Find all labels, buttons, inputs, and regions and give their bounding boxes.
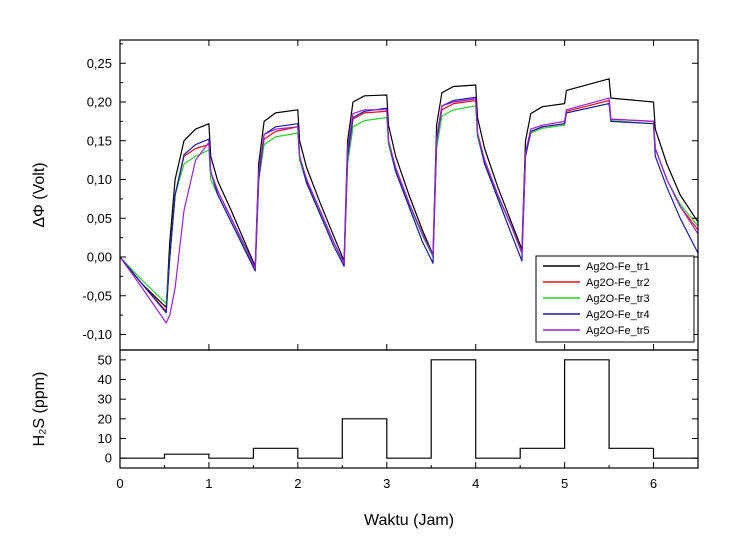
bottom-y-tick-label: 0: [105, 451, 112, 466]
legend-label-tr4: Ag2O-Fe_tr4: [586, 309, 650, 321]
bottom-series-group: [120, 359, 698, 459]
top-y-tick-label: 0,10: [87, 172, 112, 187]
top-y-axis-label: ΔΦ (Volt): [31, 162, 48, 227]
legend-label-tr2: Ag2O-Fe_tr2: [586, 277, 650, 289]
top-y-tick-label: -0,05: [82, 288, 112, 303]
x-tick-label: 0: [116, 476, 123, 491]
top-y-tick-label: 0,05: [87, 211, 112, 226]
bottom-plot-frame: [119, 349, 699, 469]
bottom-panel: 0 10 20 30 40 50 0 1 2 3 4 5 6 H₂S (ppm) Waktu (Jam…: [31, 349, 699, 529]
bottom-y-axis: 0 10 20 30 40 50: [98, 352, 698, 466]
bottom-y-tick-label: 10: [98, 431, 112, 446]
x-tick-label: 2: [294, 476, 301, 491]
top-y-tick-label: 0,00: [87, 250, 112, 265]
bottom-y-axis-label: H₂S (ppm): [31, 372, 48, 447]
x-tick-label: 3: [383, 476, 390, 491]
legend-items: Ag2O-Fe_tr1 Ag2O-Fe_tr2 Ag2O-Fe_tr3 Ag2O-Fe…: [543, 261, 650, 337]
x-tick-label: 5: [561, 476, 568, 491]
bottom-y-tick-label: 50: [98, 352, 112, 367]
x-axis: 0 1 2 3 4 5 6: [116, 462, 657, 491]
top-panel: -0,10 -0,05 0,00 0,05 0,10 0,15 0,20 0,25 ΔΦ (V…: [31, 39, 699, 351]
top-y-tick-label: 0,25: [87, 56, 112, 71]
legend-label-tr5: Ag2O-Fe_tr5: [586, 325, 650, 337]
x-tick-label: 6: [650, 476, 657, 491]
top-series-group: [119, 78, 699, 324]
x-axis-label: Waktu (Jam): [364, 512, 454, 529]
legend-label-tr1: Ag2O-Fe_tr1: [586, 261, 650, 273]
x-tick-label: 4: [472, 476, 479, 491]
legend-box: [535, 255, 695, 343]
series-line-tr5: [119, 97, 699, 324]
legend-label-tr3: Ag2O-Fe_tr3: [586, 293, 650, 305]
legend: Ag2O-Fe_tr1 Ag2O-Fe_tr2 Ag2O-Fe_tr3 Ag2O-Fe…: [535, 255, 695, 343]
x-tick-label: 1: [205, 476, 212, 491]
bottom-y-tick-label: 30: [98, 392, 112, 407]
bottom-y-tick-label: 40: [98, 372, 112, 387]
bottom-y-tick-label: 20: [98, 411, 112, 426]
series-line-tr1: [119, 78, 699, 308]
top-y-tick-label: 0,15: [87, 133, 112, 148]
h2s-concentration-line: [120, 359, 698, 459]
top-y-tick-label: -0,10: [82, 327, 112, 342]
top-y-axis: -0,10 -0,05 0,00 0,05 0,10 0,15 0,20 0,25: [82, 40, 698, 350]
top-y-tick-label: 0,20: [87, 95, 112, 110]
